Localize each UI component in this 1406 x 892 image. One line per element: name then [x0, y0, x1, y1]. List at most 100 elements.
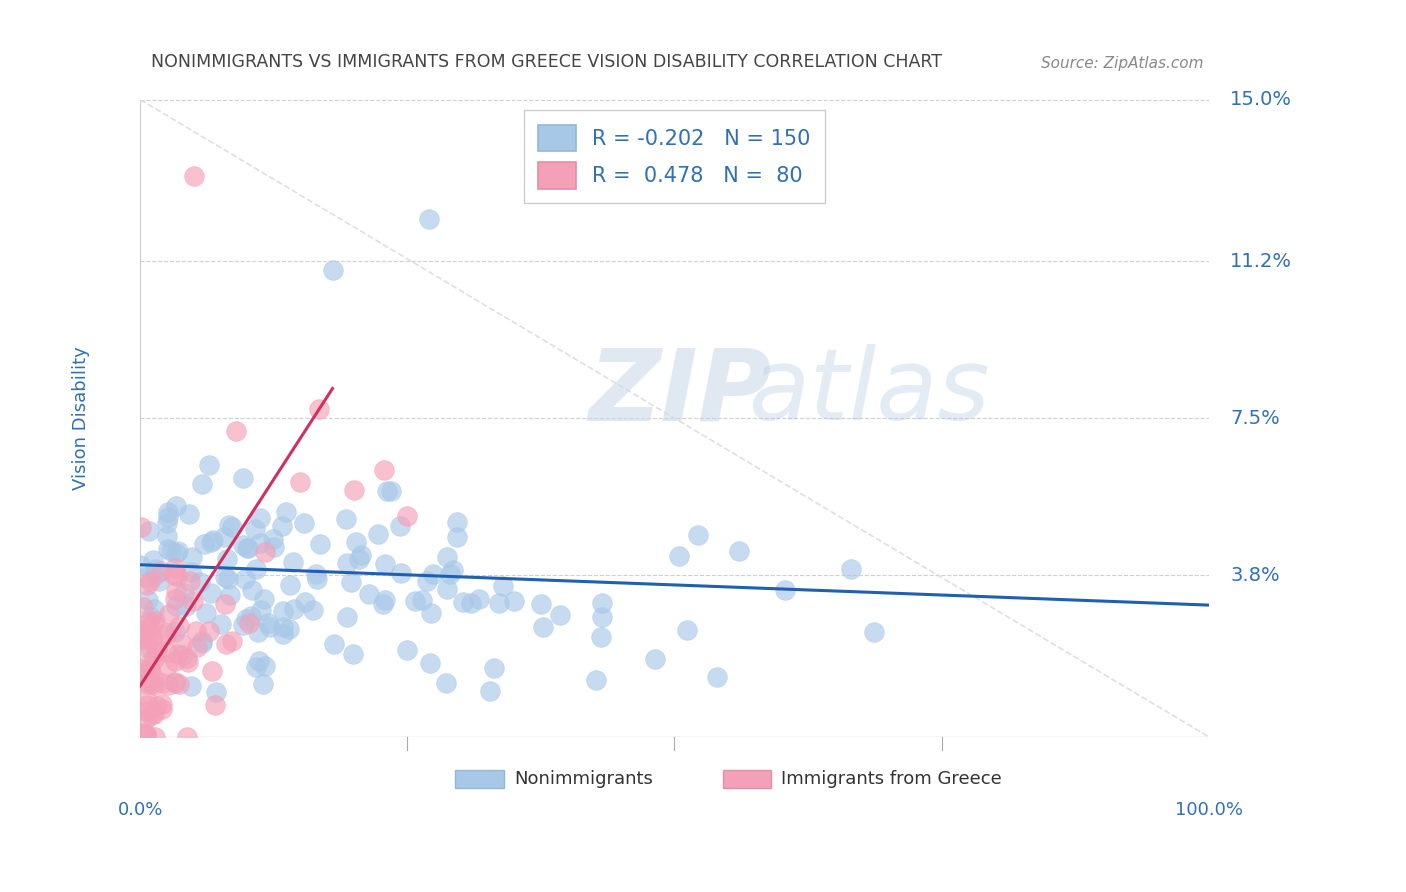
Point	[188, 575, 211, 590]
Point	[204, 685, 226, 699]
Point	[839, 561, 862, 575]
Point	[155, 628, 177, 642]
Point	[420, 606, 443, 620]
Point	[389, 566, 412, 580]
Point	[344, 535, 367, 549]
Point	[380, 484, 402, 499]
Point	[218, 518, 240, 533]
Point	[181, 593, 204, 607]
Point	[142, 615, 165, 630]
Point	[257, 615, 280, 630]
Point	[148, 574, 170, 589]
Point	[186, 624, 208, 638]
Point	[159, 543, 181, 558]
Point	[177, 655, 200, 669]
Point	[139, 642, 162, 657]
Point	[142, 553, 165, 567]
Point	[585, 673, 607, 687]
Point	[156, 505, 179, 519]
Point	[377, 483, 399, 498]
Point	[232, 470, 254, 484]
Point	[165, 546, 187, 560]
Point	[422, 566, 444, 581]
Legend: R = -0.202   N = 150, R =  0.478   N =  80: R = -0.202 N = 150, R = 0.478 N = 80	[523, 110, 825, 203]
Point	[145, 698, 167, 713]
Point	[439, 566, 461, 581]
Point	[302, 603, 325, 617]
Point	[131, 665, 153, 680]
Point	[253, 545, 276, 559]
Point	[503, 593, 526, 607]
Point	[215, 551, 238, 566]
Point	[253, 591, 276, 606]
Point	[247, 654, 270, 668]
Text: Source: ZipAtlas.com: Source: ZipAtlas.com	[1040, 56, 1204, 70]
Point	[176, 651, 198, 665]
Point	[150, 676, 173, 690]
Point	[157, 678, 180, 692]
Point	[138, 662, 160, 676]
Point	[374, 558, 396, 572]
Point	[240, 582, 263, 597]
Point	[305, 566, 328, 581]
Point	[416, 574, 439, 588]
Point	[136, 677, 159, 691]
Point	[143, 614, 166, 628]
Point	[668, 549, 690, 564]
Point	[150, 702, 173, 716]
Point	[727, 544, 749, 558]
Point	[135, 704, 157, 718]
Point	[252, 676, 274, 690]
Point	[271, 627, 294, 641]
Point	[135, 727, 157, 741]
Point	[271, 605, 294, 619]
Point	[135, 728, 157, 742]
Point	[283, 601, 305, 615]
Point	[156, 529, 179, 543]
Text: Vision Disability: Vision Disability	[72, 346, 90, 490]
Point	[342, 647, 364, 661]
Point	[492, 579, 515, 593]
Point	[204, 698, 226, 712]
Point	[419, 657, 441, 671]
Point	[167, 544, 190, 558]
Point	[193, 537, 215, 551]
Point	[446, 530, 468, 544]
Point	[167, 618, 190, 632]
Point	[142, 669, 165, 683]
Point	[221, 519, 243, 533]
Point	[396, 643, 419, 657]
Point	[336, 610, 359, 624]
Point	[165, 583, 187, 598]
Point	[308, 402, 330, 417]
Text: 3.8%: 3.8%	[1230, 566, 1279, 585]
Point	[143, 601, 166, 615]
Point	[135, 673, 157, 688]
Point	[209, 616, 232, 631]
Point	[180, 679, 202, 693]
Point	[250, 602, 273, 616]
Point	[138, 574, 160, 588]
Point	[592, 610, 614, 624]
Point	[212, 531, 235, 545]
Point	[373, 597, 395, 611]
Point	[169, 677, 191, 691]
Point	[706, 670, 728, 684]
Point	[138, 615, 160, 629]
Point	[245, 562, 267, 576]
Point	[271, 519, 294, 533]
Point	[235, 612, 257, 626]
Point	[156, 626, 179, 640]
Point	[136, 698, 159, 713]
Point	[145, 567, 167, 582]
Point	[531, 620, 554, 634]
Point	[404, 594, 426, 608]
Point	[225, 424, 247, 438]
Point	[129, 519, 152, 533]
Point	[170, 636, 193, 650]
Point	[281, 555, 304, 569]
Point	[163, 675, 186, 690]
Point	[139, 672, 162, 686]
Point	[863, 624, 886, 639]
Point	[236, 541, 259, 556]
